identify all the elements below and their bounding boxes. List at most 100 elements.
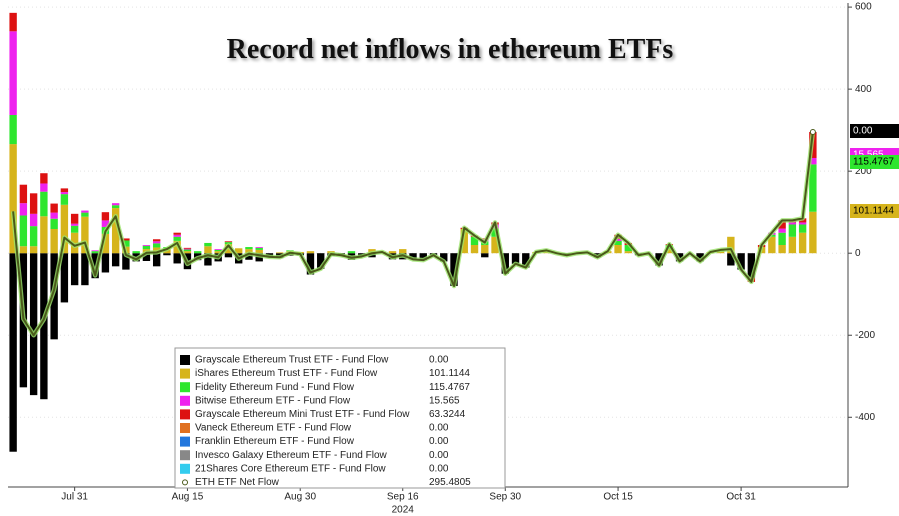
bar-segment xyxy=(142,245,151,250)
bar-segment xyxy=(481,253,489,258)
x-tick-label: Sep 30 xyxy=(489,492,521,503)
legend-value: 0.00 xyxy=(429,355,449,366)
bar-segment xyxy=(193,251,202,254)
bar-segment xyxy=(696,253,704,262)
bar-segment xyxy=(152,241,161,244)
bar-segment xyxy=(173,236,181,241)
bar-segment xyxy=(60,194,69,205)
bar-segment xyxy=(9,114,17,145)
bar-segment xyxy=(747,253,756,278)
legend-value: 115.4767 xyxy=(429,382,470,393)
legend-swatch xyxy=(180,368,190,379)
bar-segment xyxy=(204,246,212,254)
bar-segment xyxy=(768,236,776,254)
bar-segment xyxy=(809,164,817,212)
bar-segment xyxy=(235,248,243,254)
value-tag xyxy=(850,204,899,218)
y-tick-label: -400 xyxy=(855,412,875,423)
bar-segment xyxy=(481,245,489,254)
net-line xyxy=(12,131,814,337)
bar-segment xyxy=(409,253,417,260)
bar-segment xyxy=(9,253,17,452)
bar-segment xyxy=(245,247,253,250)
y-tick-label: 400 xyxy=(855,84,872,95)
bar-segment xyxy=(81,216,89,254)
bar-segment xyxy=(778,232,786,245)
bar-segment xyxy=(91,251,99,254)
legend-swatch xyxy=(180,450,190,461)
bar-segment xyxy=(183,247,192,249)
legend-swatch xyxy=(180,409,190,420)
bar-segment xyxy=(70,225,79,233)
bar-segment xyxy=(40,216,48,254)
bar-segment xyxy=(19,184,28,204)
bar-segment xyxy=(778,220,786,229)
bar-segment xyxy=(152,243,161,248)
bar-segment xyxy=(111,205,120,209)
bar-segment xyxy=(60,192,69,195)
bar-segment xyxy=(798,232,807,254)
bar-segment xyxy=(245,253,253,260)
legend-label: Franklin Ethereum ETF - Fund Flow xyxy=(195,436,355,447)
bar-segment xyxy=(60,204,69,254)
legend-value: 0.00 xyxy=(429,423,449,434)
x-tick-label: Oct 15 xyxy=(603,492,633,503)
bar-segment xyxy=(224,241,233,243)
bar-segment xyxy=(778,228,786,233)
x-axis-label: 2024 xyxy=(392,505,415,516)
bar-segment xyxy=(70,223,79,226)
bar-segment xyxy=(111,203,120,206)
legend-value: 15.565 xyxy=(429,395,460,406)
bar-segment xyxy=(214,249,222,250)
legend-value: 101.1144 xyxy=(429,368,470,379)
legend-label: Vaneck Ethereum ETF - Fund Flow xyxy=(195,423,352,434)
net-line-glow xyxy=(10,131,816,338)
bar-segment xyxy=(60,253,69,303)
bar-segment xyxy=(450,253,458,287)
bar-segment xyxy=(245,249,253,254)
value-tag-label: 115.4767 xyxy=(853,157,894,168)
bar-segment xyxy=(255,247,263,250)
bar-segment xyxy=(470,245,479,254)
net-point xyxy=(809,129,816,136)
bar-segment xyxy=(255,247,263,248)
bar-segment xyxy=(29,246,38,254)
bar-segment xyxy=(204,242,212,247)
y-tick-label: -200 xyxy=(855,330,875,341)
bar-segment xyxy=(152,253,161,267)
bar-segment xyxy=(81,210,89,213)
bar-segment xyxy=(101,220,110,227)
legend-label: Invesco Galaxy Ethereum ETF - Fund Flow xyxy=(195,450,388,461)
legend-label: Grayscale Ethereum Mini Trust ETF - Fund… xyxy=(195,409,410,420)
bar-segment xyxy=(111,208,120,254)
value-tag xyxy=(850,155,899,169)
bar-segment xyxy=(306,253,315,275)
bar-segment xyxy=(665,249,674,254)
bar-segment xyxy=(173,232,181,235)
x-tick-label: Oct 31 xyxy=(726,492,756,503)
bar-segment xyxy=(224,253,233,258)
bar-segment xyxy=(70,213,79,224)
y-tick-label: 0 xyxy=(855,248,861,259)
bar-segment xyxy=(727,236,735,254)
bar-segment xyxy=(173,253,181,264)
bar-segment xyxy=(214,251,222,254)
bar-segment xyxy=(81,212,89,217)
bar-segment xyxy=(399,249,407,254)
bar-segment xyxy=(60,188,69,193)
bar-segment xyxy=(101,212,110,221)
legend-label: Grayscale Ethereum Trust ETF - Fund Flow xyxy=(195,355,389,366)
bar-segment xyxy=(306,251,315,254)
bar-segment xyxy=(614,240,622,245)
bar-segment xyxy=(122,240,130,247)
value-tag-label: 101.1144 xyxy=(853,206,894,217)
bar-segment xyxy=(788,224,797,237)
bar-segment xyxy=(347,251,356,254)
bar-segment xyxy=(91,250,99,252)
bar-segment xyxy=(40,173,48,184)
bar-segment xyxy=(122,253,130,270)
bar-segment xyxy=(737,253,745,270)
bar-segment xyxy=(111,253,120,267)
bar-segment xyxy=(50,203,58,213)
